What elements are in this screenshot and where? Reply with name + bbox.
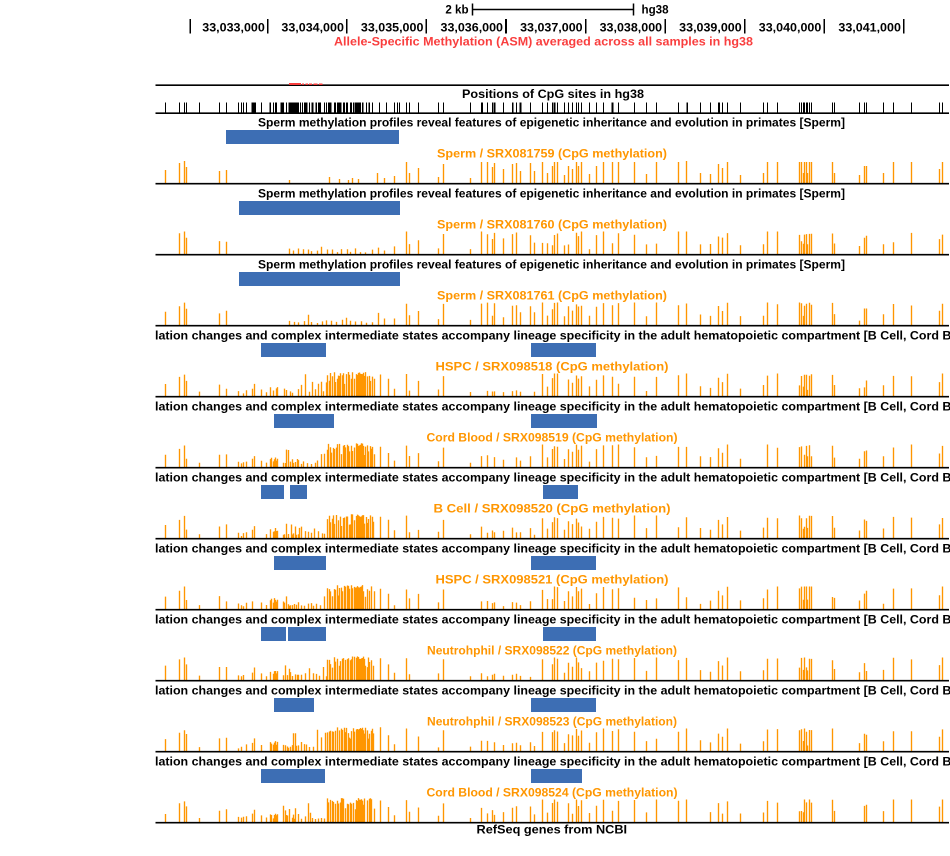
svg-text:2 kb: 2 kb [445,3,468,16]
svg-text:Cord Blood / SRX098524 (CpG me: Cord Blood / SRX098524 (CpG methylation) [427,787,678,800]
svg-text:Neutrohphil / SRX098522 (CpG m: Neutrohphil / SRX098522 (CpG methylation… [427,645,677,658]
svg-text:Allele-Specific Methylation (A: Allele-Specific Methylation (ASM) averag… [334,35,754,48]
svg-text:lation changes and complex int: lation changes and complex intermediate … [155,685,950,698]
svg-text:hg38: hg38 [642,3,670,16]
svg-text:33,039,000: 33,039,000 [679,22,742,35]
svg-text:Sperm methylation profiles rev: Sperm methylation profiles reveal featur… [258,188,845,201]
svg-text:33,037,000: 33,037,000 [520,22,583,35]
svg-text:Sperm methylation profiles rev: Sperm methylation profiles reveal featur… [258,117,845,130]
svg-text:lation changes and complex int: lation changes and complex intermediate … [155,756,950,769]
svg-text:RefSeq genes from NCBI: RefSeq genes from NCBI [477,824,628,837]
svg-text:33,036,000: 33,036,000 [441,22,504,35]
svg-text:Sperm / SRX081760 (CpG methyla: Sperm / SRX081760 (CpG methylation) [437,219,667,232]
svg-text:33,038,000: 33,038,000 [600,22,663,35]
svg-text:lation changes and complex int: lation changes and complex intermediate … [155,472,950,485]
svg-text:Sperm / SRX081759 (CpG methyla: Sperm / SRX081759 (CpG methylation) [437,148,667,161]
svg-text:lation changes and complex int: lation changes and complex intermediate … [155,543,950,556]
svg-text:33,034,000: 33,034,000 [281,22,344,35]
svg-text:lation changes and complex int: lation changes and complex intermediate … [155,614,950,627]
svg-text:lation changes and complex int: lation changes and complex intermediate … [155,330,950,343]
svg-text:33,033,000: 33,033,000 [202,22,265,35]
svg-text:Neutrohphil / SRX098523 (CpG m: Neutrohphil / SRX098523 (CpG methylation… [427,716,677,729]
svg-text:lation changes and complex int: lation changes and complex intermediate … [155,401,950,414]
svg-text:HSPC / SRX098518 (CpG methylat: HSPC / SRX098518 (CpG methylation) [436,361,669,374]
svg-text:Sperm methylation profiles rev: Sperm methylation profiles reveal featur… [258,259,845,272]
svg-text:Sperm / SRX081761 (CpG methyla: Sperm / SRX081761 (CpG methylation) [437,290,667,303]
svg-text:HSPC / SRX098521 (CpG methylat: HSPC / SRX098521 (CpG methylation) [436,574,669,587]
svg-text:33,041,000: 33,041,000 [838,22,901,35]
svg-text:B Cell / SRX098520 (CpG methyl: B Cell / SRX098520 (CpG methylation) [434,503,671,516]
svg-text:33,035,000: 33,035,000 [361,22,424,35]
svg-text:Cord Blood / SRX098519 (CpG me: Cord Blood / SRX098519 (CpG methylation) [427,432,678,445]
svg-text:Positions of CpG sites in hg38: Positions of CpG sites in hg38 [462,88,645,101]
svg-text:33,040,000: 33,040,000 [759,22,822,35]
